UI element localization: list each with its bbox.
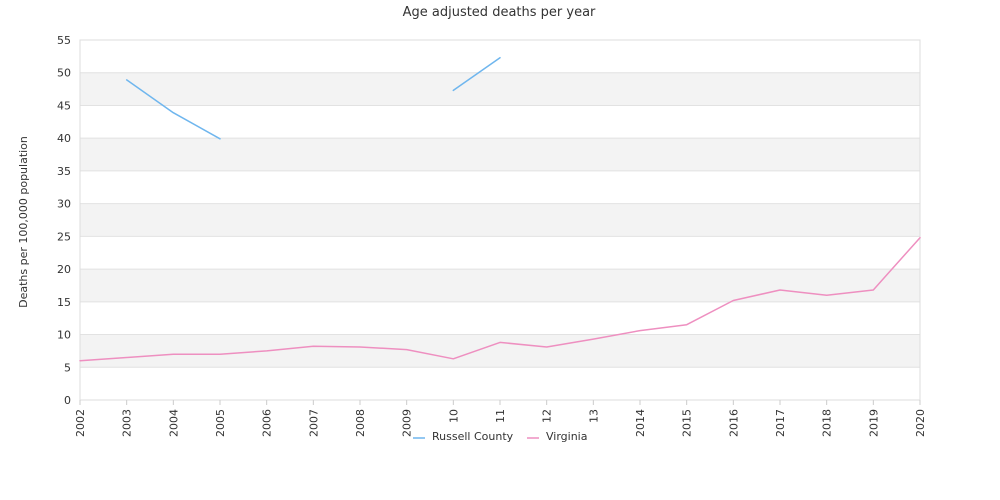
x-tick-label: 2003: [121, 409, 134, 437]
x-tick-label: 10: [447, 409, 460, 423]
grid-band: [80, 138, 920, 171]
x-tick-label: 12: [541, 409, 554, 423]
x-tick-label: 13: [587, 409, 600, 423]
y-tick-label: 15: [57, 296, 71, 309]
x-tick-label: 2018: [821, 409, 834, 437]
y-tick-label: 45: [57, 99, 71, 112]
x-tick-label: 2017: [774, 409, 787, 437]
series-line: [452, 56, 501, 92]
x-tick-label: 2005: [214, 409, 227, 437]
grid-bands: [80, 72, 920, 368]
x-tick-label: 2007: [307, 409, 320, 437]
series-line: [79, 236, 921, 362]
legend-item[interactable]: Virginia: [527, 430, 587, 443]
series-russell-county: [125, 56, 501, 140]
x-tick-label: 2014: [634, 409, 647, 437]
x-tick-label: 2019: [867, 409, 880, 437]
chart-title: Age adjusted deaths per year: [403, 5, 596, 20]
x-tick-label: 2015: [681, 409, 694, 437]
y-tick-label: 50: [57, 67, 71, 80]
legend-label: Russell County: [432, 430, 514, 443]
y-tick-label: 20: [57, 263, 71, 276]
x-axis-ticks: 2002 2003 2004 2005 2006 2007 2008 2009 10 11 12 13…: [74, 400, 927, 437]
grid-band: [80, 334, 920, 368]
series-virginia: [79, 236, 921, 362]
x-tick-label: 2006: [261, 409, 274, 437]
grid-band: [80, 72, 920, 106]
y-tick-label: 0: [64, 394, 71, 407]
legend-item[interactable]: Russell County: [413, 430, 514, 443]
y-tick-label: 30: [57, 198, 71, 211]
x-tick-label: 2008: [354, 409, 367, 437]
x-tick-label: 2002: [74, 409, 87, 437]
x-tick-label: 11: [494, 409, 507, 423]
grid-band: [80, 269, 920, 302]
legend: Russell County Virginia: [413, 430, 587, 443]
series-line: [125, 79, 221, 140]
y-tick-label: 35: [57, 165, 71, 178]
series-layer: [79, 56, 921, 362]
x-tick-label: 2016: [727, 409, 740, 437]
y-tick-label: 25: [57, 230, 71, 243]
y-tick-label: 55: [57, 34, 71, 47]
x-tick-label: 2020: [914, 409, 927, 437]
y-axis-label: Deaths per 100,000 population: [17, 136, 30, 308]
x-tick-label: 2004: [167, 409, 180, 437]
grid-band: [80, 203, 920, 237]
x-tick-label: 2009: [401, 409, 414, 437]
y-tick-label: 40: [57, 132, 71, 145]
y-tick-label: 10: [57, 329, 71, 342]
y-tick-label: 5: [64, 361, 71, 374]
y-axis-ticks: 0 5 10 15 20 25 30 35 40 45 50 55: [57, 34, 71, 407]
legend-label: Virginia: [546, 430, 587, 443]
